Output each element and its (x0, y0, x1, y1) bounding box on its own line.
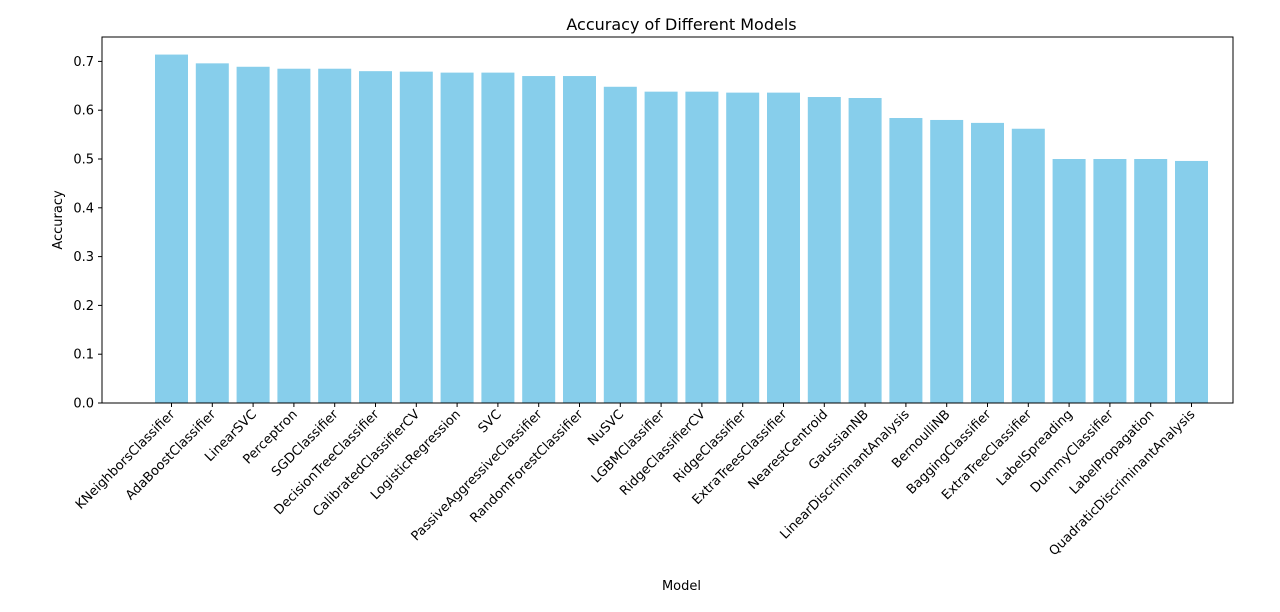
bar-QuadraticDiscriminantAnalysis (1175, 160, 1208, 403)
plot-frame (101, 36, 1234, 404)
bar-LabelSpreading (1052, 159, 1086, 403)
bar-LabelPropagation (1134, 159, 1168, 403)
bar-KNeighborsClassifier (155, 54, 188, 403)
bar-RidgeClassifierCV (685, 91, 719, 403)
bar-NuSVC (603, 86, 637, 403)
y-tick-label: 0.1 (73, 348, 94, 363)
x-tick-label: QuadraticDiscriminantAnalysis (1046, 407, 1198, 559)
y-tick-label: 0.3 (73, 250, 94, 265)
x-axis-label: Model (662, 579, 701, 594)
bar-LinearDiscriminantAnalysis (889, 118, 923, 403)
bar-SGDClassifier (318, 68, 352, 403)
bar-DummyClassifier (1093, 159, 1127, 403)
bar-AdaBoostClassifier (195, 63, 229, 403)
y-tick-label: 0.2 (73, 299, 94, 314)
bar-SVC (481, 72, 515, 404)
y-axis-label: Accuracy (51, 190, 66, 250)
bar-NearestCentroid (807, 97, 841, 404)
bar-GaussianNB (848, 98, 882, 403)
x-tick-label: SVC (476, 407, 505, 436)
y-tick-label: 0.5 (73, 153, 94, 168)
bar-DecisionTreeClassifier (359, 71, 392, 403)
x-axis: KNeighborsClassifierAdaBoostClassifierLi… (73, 403, 1198, 559)
chart-title: Accuracy of Different Models (566, 15, 796, 34)
bar-ExtraTreesClassifier (767, 92, 800, 403)
bar-LogisticRegression (440, 72, 474, 404)
bars-group (155, 54, 1208, 404)
bar-CalibratedClassifierCV (399, 71, 433, 404)
bar-ExtraTreeClassifier (1011, 128, 1045, 404)
y-tick-label: 0.7 (73, 55, 94, 70)
x-tick-label: RidgeClassifier (671, 407, 750, 486)
bar-PassiveAggressiveClassifier (522, 76, 556, 403)
x-tick-label: LabelSpreading (994, 407, 1076, 489)
bar-LGBMClassifier (644, 91, 678, 403)
y-axis: 0.0 0.1 0.2 0.3 0.4 0.5 0.6 0.7 (73, 55, 102, 412)
bar-Perceptron (277, 68, 311, 403)
y-tick-label: 0.6 (73, 104, 94, 119)
bar-LinearSVC (236, 66, 270, 404)
x-tick-label: LGBMClassifier (589, 407, 669, 487)
y-tick-label: 0.0 (73, 397, 94, 412)
y-tick-label: 0.4 (73, 201, 94, 216)
bar-BaggingClassifier (971, 122, 1004, 403)
bar-RandomForestClassifier (563, 76, 596, 403)
bar-RidgeClassifier (726, 92, 760, 403)
bar-BernoulliNB (930, 119, 964, 404)
